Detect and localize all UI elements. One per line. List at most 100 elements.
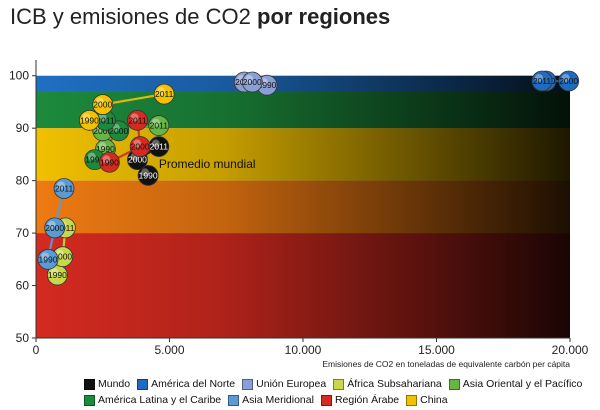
x-tick-label: 10.000 — [285, 343, 322, 357]
annotation-label: Promedio mundial — [159, 157, 256, 171]
point-bubble — [241, 71, 263, 93]
point-label: 2000 — [128, 155, 147, 165]
point-label: 1990 — [257, 80, 276, 90]
point-label: 2000 — [131, 142, 150, 152]
point-label: 1990 — [80, 115, 99, 125]
legend: Mundo América del Norte Unión Europea Áfric… — [84, 376, 582, 408]
x-tick-label: 0 — [33, 343, 40, 357]
point-label: 2000 — [243, 77, 262, 87]
data-point: 2011 — [127, 109, 148, 131]
point-bubble — [44, 217, 66, 239]
data-point: 2000 — [558, 70, 580, 92]
point-highlight — [151, 118, 160, 127]
y-tick-label: 60 — [16, 279, 30, 293]
legend-label: Mundo — [98, 378, 131, 390]
point-label: 1990 — [48, 270, 67, 280]
chart-title: ICB y emisiones de CO2 por regiones — [10, 4, 390, 30]
legend-label: Asia Meridional — [242, 394, 314, 406]
data-point: 1990 — [137, 164, 159, 186]
point-label: 2011 — [150, 142, 169, 152]
data-point: 2000 — [92, 94, 114, 115]
legend-label: América del Norte — [151, 378, 236, 390]
point-highlight — [41, 252, 50, 261]
legend-item: China — [406, 392, 448, 408]
legend-swatch — [137, 378, 149, 390]
x-axis-label: Emisiones de CO2 en toneladas de equival… — [322, 359, 570, 369]
point-bubble — [129, 136, 151, 157]
point-highlight — [98, 142, 107, 151]
title-bold: por regiones — [257, 4, 391, 29]
point-label: 2011 — [155, 89, 174, 99]
point-label: 1990 — [100, 157, 119, 167]
point-highlight — [47, 220, 56, 229]
point-label: 2000 — [559, 76, 578, 86]
legend-swatch — [228, 394, 240, 406]
point-bubble — [92, 94, 114, 115]
y-tick-label: 80 — [16, 174, 30, 188]
point-highlight — [133, 139, 142, 148]
point-highlight — [57, 181, 66, 190]
point-label: 2011 — [56, 223, 75, 233]
data-point: 2011 — [148, 136, 170, 157]
point-label: 1990 — [96, 144, 115, 154]
point-bubble — [558, 70, 580, 92]
point-highlight — [534, 73, 543, 82]
band-shade — [36, 75, 570, 339]
legend-item: Asia Meridional — [228, 392, 314, 408]
point-label: 2000 — [93, 100, 112, 110]
point-label: 1990 — [39, 254, 58, 264]
point-highlight — [98, 113, 107, 122]
data-point: 2000 — [241, 71, 263, 93]
point-bubble — [99, 151, 120, 173]
point-bubble — [79, 109, 100, 131]
point-label: 2011 — [150, 121, 169, 131]
data-point: 1990 — [37, 248, 59, 270]
point-bubble — [53, 178, 75, 199]
point-highlight — [157, 87, 166, 96]
y-tick-label: 100 — [9, 69, 29, 83]
x-tick-label: 20.000 — [552, 343, 589, 357]
legend-item: América Latina y el Caribe — [84, 392, 221, 408]
legend-label: Región Árabe — [334, 394, 400, 406]
legend-label: Asia Oriental y el Pacífico — [462, 378, 583, 390]
legend-item: Región Árabe — [320, 392, 400, 408]
y-tick-label: 70 — [16, 226, 30, 240]
point-bubble — [127, 109, 148, 131]
point-label: 2000 — [45, 223, 64, 233]
legend-label: China — [420, 394, 448, 406]
x-tick-label: 5.000 — [154, 343, 184, 357]
point-highlight — [50, 268, 59, 277]
point-highlight — [102, 155, 111, 164]
point-highlight — [130, 113, 139, 122]
point-bubble — [531, 70, 553, 92]
point-label: 2000 — [53, 252, 72, 262]
point-label: 2000 — [109, 126, 128, 136]
legend-label: América Latina y el Caribe — [98, 394, 222, 406]
point-bubble — [137, 164, 159, 186]
legend-item: África Subsahariana — [333, 376, 442, 392]
point-highlight — [151, 139, 160, 148]
point-highlight — [87, 152, 96, 161]
legend-item: Mundo — [84, 376, 130, 392]
point-highlight — [245, 75, 254, 84]
legend-swatch — [320, 394, 332, 406]
data-point: 2011 — [148, 115, 170, 136]
legend-item: América del Norte — [137, 376, 235, 392]
point-label: 2000 — [93, 126, 112, 136]
point-highlight — [141, 168, 150, 177]
point-label: 2011 — [55, 184, 74, 194]
legend-row: América Latina y el Caribe Asia Meridiona… — [84, 392, 554, 408]
x-tick-label: 15.000 — [418, 343, 455, 357]
legend-swatch — [84, 378, 95, 390]
legend-row: Mundo América del Norte Unión Europea Áfric… — [84, 376, 582, 392]
data-point: 1990 — [79, 109, 100, 131]
point-label: 2011 — [96, 115, 115, 125]
point-highlight — [561, 73, 570, 82]
legend-swatch — [242, 378, 254, 390]
point-highlight — [82, 113, 91, 122]
legend-item: Asia Oriental y el Pacífico — [448, 376, 583, 392]
point-label: 2011 — [128, 115, 147, 125]
legend-item: Unión Europea — [242, 376, 326, 392]
